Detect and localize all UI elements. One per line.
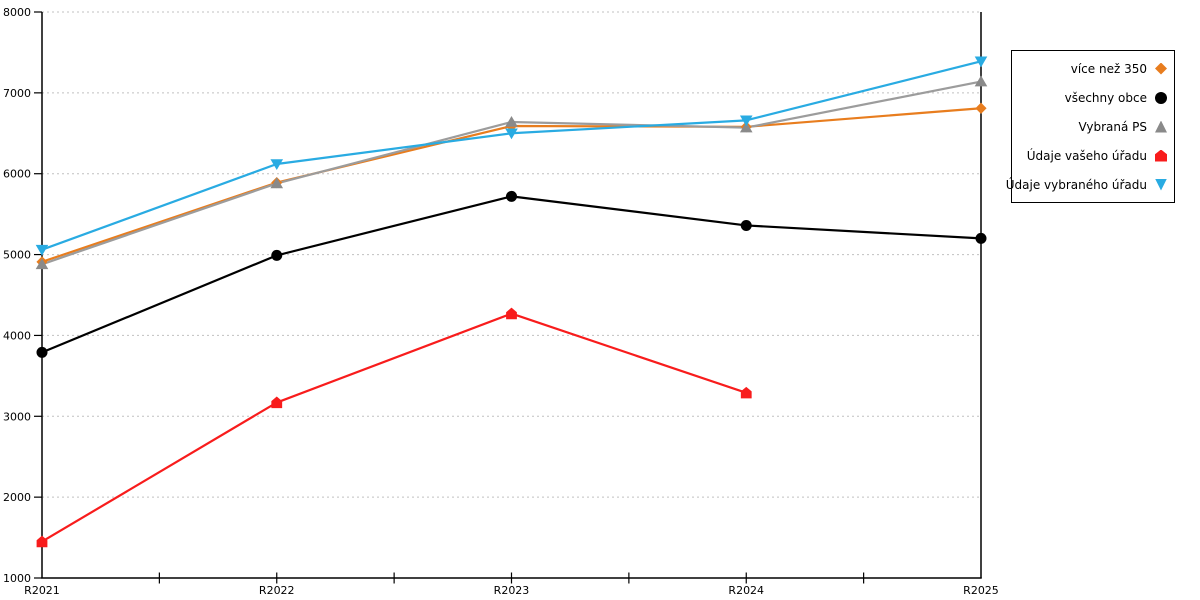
data-point: [506, 190, 517, 202]
x-tick-label: R2024: [728, 584, 764, 597]
data-point: [975, 232, 987, 244]
legend-item: více než 350: [1016, 61, 1167, 76]
data-point: [975, 102, 987, 114]
legend-item-label: více než 350: [1070, 61, 1147, 76]
legend-item: Vybraná PS: [1016, 119, 1167, 134]
data-point: [740, 386, 752, 399]
x-tick-label: R2021: [24, 584, 60, 597]
data-point: [505, 128, 518, 140]
data-point: [739, 121, 753, 133]
house-marker-icon: [1155, 149, 1167, 162]
data-point: [974, 56, 988, 68]
y-tick-label: 6000: [3, 168, 31, 181]
series-line: [40, 60, 983, 251]
series-line: [40, 80, 983, 266]
data-point: [271, 396, 283, 409]
triangle-down-marker-icon: [1155, 178, 1167, 191]
data-point: [740, 219, 752, 231]
legend-item-label: Vybraná PS: [1078, 119, 1147, 134]
triangle-up-marker-icon: [1155, 120, 1167, 133]
data-point: [36, 346, 48, 358]
data-point: [35, 258, 49, 270]
data-point: [739, 115, 753, 127]
data-point: [271, 249, 283, 261]
legend: více než 350 všechny obce Vybraná PS Údaje …: [1006, 50, 1175, 203]
data-point: [505, 115, 518, 127]
data-point: [35, 244, 49, 256]
y-tick-label: 8000: [3, 6, 31, 19]
y-tick-label: 1000: [3, 572, 31, 585]
y-tick-label: 3000: [3, 410, 31, 423]
diamond-marker-icon: [1155, 62, 1167, 75]
series-line: [40, 195, 983, 354]
legend-item: Údaje vašeho úřadu: [1016, 148, 1167, 163]
data-point: [270, 177, 284, 189]
circle-marker-icon: [1155, 91, 1167, 104]
x-tick-label: R2023: [494, 584, 530, 597]
y-tick-label: 2000: [3, 491, 31, 504]
legend-item: Údaje vybraného úřadu: [1006, 178, 1167, 191]
y-tick-label: 4000: [3, 329, 31, 342]
data-point: [270, 159, 284, 171]
y-tick-label: 7000: [3, 87, 31, 100]
data-point: [36, 535, 48, 548]
x-tick-label: R2025: [963, 584, 999, 597]
x-tick-label: R2022: [259, 584, 295, 597]
series-line: [40, 312, 748, 543]
legend-item-label: Údaje vybraného úřadu: [1005, 177, 1147, 192]
legend-item-label: všechny obce: [1064, 90, 1147, 105]
data-point: [974, 75, 988, 87]
legend-item-label: Údaje vašeho úřadu: [1026, 148, 1147, 163]
y-tick-label: 5000: [3, 249, 31, 262]
legend-item: všechny obce: [1016, 90, 1167, 105]
data-point: [506, 307, 517, 320]
